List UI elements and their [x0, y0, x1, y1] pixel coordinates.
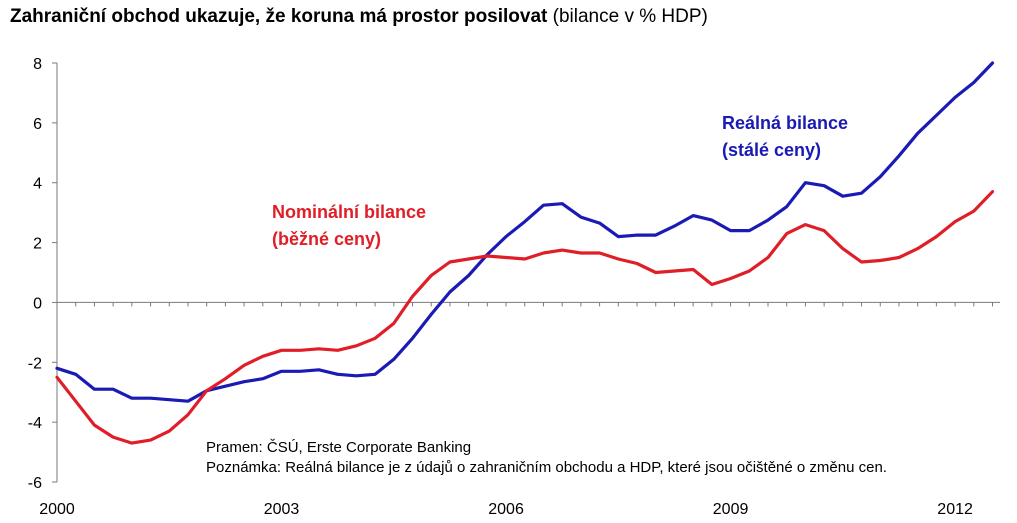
chart-title: Zahraniční obchod ukazuje, že koruna má … [10, 6, 708, 28]
x-tick-label: 2000 [39, 501, 75, 518]
y-tick-label: 4 [33, 176, 42, 193]
annotation-nominal-line1: Nominální bilance [272, 202, 426, 222]
chart-title-unit: (bilance v % HDP) [552, 6, 708, 27]
series-line-real [55, 61, 995, 403]
x-tick-label: 2003 [264, 501, 300, 518]
y-tick-label: -2 [28, 355, 42, 372]
chart-series-lines [55, 61, 995, 445]
annotation-nominal-line2: (běžné ceny) [272, 229, 381, 249]
y-tick-label: -6 [28, 475, 42, 492]
y-tick-label: -4 [28, 415, 42, 432]
annotation-real-line2: (stálé ceny) [722, 140, 821, 160]
chart-title-main: Zahraniční obchod ukazuje, že koruna má … [10, 6, 548, 27]
series-line-nominal [55, 190, 995, 445]
y-tick-label: 8 [33, 56, 42, 73]
annotation-real-line1: Reálná bilance [722, 113, 848, 133]
chart-axes [52, 62, 1000, 483]
chart-tick-labels: 8 6 4 2 0 -2 -4 -6 2000 2003 2006 2009 2012 [28, 56, 973, 518]
x-tick-label: 2012 [937, 501, 973, 518]
x-tick-label: 2009 [713, 501, 749, 518]
y-tick-label: 6 [33, 116, 42, 133]
remark-note: Poznámka: Reálná bilance je z údajů o za… [206, 459, 887, 476]
source-note: Pramen: ČSÚ, Erste Corporate Banking [206, 439, 471, 456]
y-tick-label: 2 [33, 236, 42, 253]
y-tick-label: 0 [33, 295, 42, 312]
x-tick-label: 2006 [488, 501, 524, 518]
